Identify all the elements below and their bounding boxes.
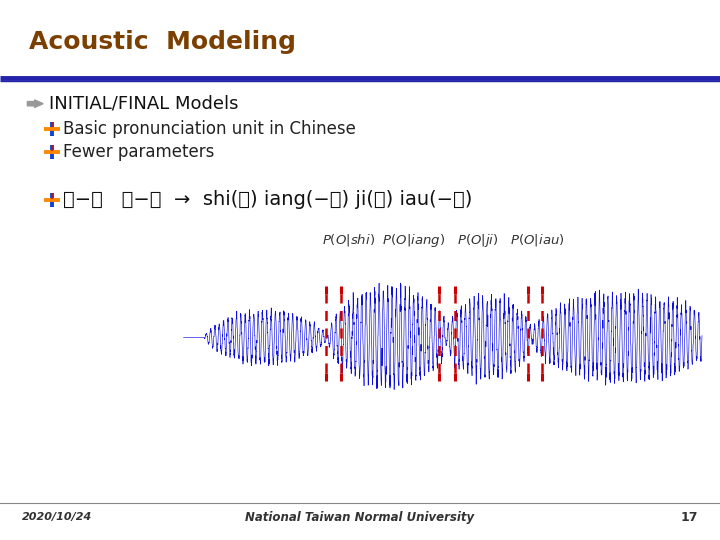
Text: $P(O|shi)$  $P(O|iang)$   $P(O|ji)$   $P(O|iau)$: $P(O|shi)$ $P(O|iang)$ $P(O|ji)$ $P(O|ia… bbox=[322, 232, 564, 249]
Text: Fewer parameters: Fewer parameters bbox=[63, 143, 215, 161]
Text: Basic pronunciation unit in Chinese: Basic pronunciation unit in Chinese bbox=[63, 119, 356, 138]
FancyArrow shape bbox=[27, 100, 43, 107]
Text: Acoustic  Modeling: Acoustic Modeling bbox=[29, 30, 296, 53]
Text: INITIAL/FINAL Models: INITIAL/FINAL Models bbox=[49, 94, 238, 113]
Text: National Taiwan Normal University: National Taiwan Normal University bbox=[246, 511, 474, 524]
Text: 17: 17 bbox=[681, 511, 698, 524]
Text: ㄒ−ㄤ   ㄐ−ㄠ  →  shi(ㄒ) iang(−ㄤ) ji(ㄐ) iau(−ㄠ): ㄒ−ㄤ ㄐ−ㄠ → shi(ㄒ) iang(−ㄤ) ji(ㄐ) iau(−ㄠ) bbox=[63, 190, 473, 210]
Text: 2020/10/24: 2020/10/24 bbox=[22, 512, 92, 522]
